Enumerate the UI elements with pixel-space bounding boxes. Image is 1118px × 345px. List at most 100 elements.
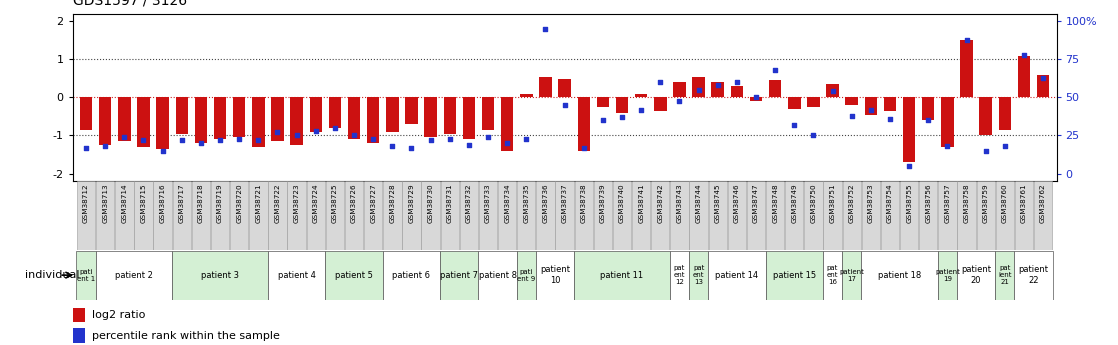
Text: GSM38716: GSM38716 <box>160 183 165 223</box>
Bar <box>425 97 437 137</box>
FancyBboxPatch shape <box>881 181 899 250</box>
Point <box>728 79 746 85</box>
FancyBboxPatch shape <box>364 181 382 250</box>
Point <box>364 136 382 141</box>
Text: GSM38743: GSM38743 <box>676 183 682 223</box>
FancyBboxPatch shape <box>96 181 114 250</box>
Text: GSM38760: GSM38760 <box>1002 183 1007 223</box>
FancyBboxPatch shape <box>689 250 708 300</box>
Point <box>287 133 305 138</box>
Bar <box>348 97 360 139</box>
Text: GSM38719: GSM38719 <box>217 183 224 223</box>
Text: patient
19: patient 19 <box>935 269 960 282</box>
Text: GSM38744: GSM38744 <box>695 183 702 223</box>
FancyBboxPatch shape <box>842 250 861 300</box>
Point <box>881 116 899 121</box>
Point <box>900 163 918 169</box>
FancyBboxPatch shape <box>517 250 536 300</box>
Bar <box>731 86 743 97</box>
Bar <box>578 97 590 151</box>
Bar <box>463 97 475 139</box>
Text: GSM38741: GSM38741 <box>638 183 644 223</box>
Point <box>134 137 152 143</box>
FancyBboxPatch shape <box>785 181 804 250</box>
Point <box>192 140 210 146</box>
Text: pat
ent
12: pat ent 12 <box>674 265 685 285</box>
FancyBboxPatch shape <box>134 181 153 250</box>
Point <box>518 136 536 141</box>
FancyBboxPatch shape <box>976 181 995 250</box>
Text: GSM38750: GSM38750 <box>811 183 816 223</box>
FancyBboxPatch shape <box>402 181 420 250</box>
Text: GSM38747: GSM38747 <box>754 183 759 223</box>
FancyBboxPatch shape <box>938 181 957 250</box>
Text: GSM38755: GSM38755 <box>906 183 912 223</box>
FancyBboxPatch shape <box>804 181 823 250</box>
Bar <box>233 97 246 137</box>
Text: GSM38754: GSM38754 <box>887 183 893 223</box>
Text: GSM38727: GSM38727 <box>370 183 376 223</box>
Bar <box>826 84 838 97</box>
Point <box>862 107 880 112</box>
Point <box>613 115 631 120</box>
Text: patient
22: patient 22 <box>1018 265 1049 285</box>
Text: pati
ent 1: pati ent 1 <box>77 269 95 282</box>
Text: GSM38725: GSM38725 <box>332 183 338 223</box>
Text: percentile rank within the sample: percentile rank within the sample <box>93 331 281 341</box>
Text: patient
17: patient 17 <box>840 269 864 282</box>
Bar <box>769 80 781 97</box>
Text: GSM38717: GSM38717 <box>179 183 184 223</box>
Point <box>383 144 401 149</box>
FancyBboxPatch shape <box>747 181 765 250</box>
FancyBboxPatch shape <box>498 181 517 250</box>
Bar <box>482 97 494 130</box>
FancyBboxPatch shape <box>249 181 267 250</box>
Text: GDS1597 / 3126: GDS1597 / 3126 <box>73 0 187 7</box>
Text: GSM38714: GSM38714 <box>122 183 127 223</box>
Point <box>459 142 477 147</box>
Text: patient 15: patient 15 <box>773 270 816 280</box>
Point <box>537 26 555 32</box>
Bar <box>922 97 935 120</box>
Bar <box>253 97 265 147</box>
FancyBboxPatch shape <box>575 250 670 300</box>
Text: patient 7: patient 7 <box>440 270 479 280</box>
Point <box>996 144 1014 149</box>
Point <box>805 133 823 138</box>
FancyBboxPatch shape <box>191 181 210 250</box>
FancyBboxPatch shape <box>1034 181 1052 250</box>
Point <box>575 145 593 150</box>
FancyBboxPatch shape <box>862 181 880 250</box>
Text: GSM38733: GSM38733 <box>485 183 491 223</box>
Text: GSM38758: GSM38758 <box>964 183 969 223</box>
Point <box>440 136 458 141</box>
Text: GSM38737: GSM38737 <box>561 183 568 223</box>
FancyBboxPatch shape <box>440 181 458 250</box>
Text: GSM38734: GSM38734 <box>504 183 510 223</box>
Text: GSM38718: GSM38718 <box>198 183 203 223</box>
Bar <box>692 77 704 97</box>
Text: GSM38722: GSM38722 <box>275 183 281 223</box>
FancyBboxPatch shape <box>957 250 995 300</box>
Text: GSM38713: GSM38713 <box>102 183 108 223</box>
FancyBboxPatch shape <box>651 181 670 250</box>
Text: GSM38761: GSM38761 <box>1021 183 1027 223</box>
Bar <box>176 97 188 134</box>
FancyBboxPatch shape <box>268 250 325 300</box>
Point <box>824 89 842 94</box>
FancyBboxPatch shape <box>172 181 191 250</box>
Point <box>480 134 498 140</box>
Bar <box>539 77 551 97</box>
FancyBboxPatch shape <box>766 181 785 250</box>
Point <box>326 125 344 131</box>
FancyBboxPatch shape <box>440 250 479 300</box>
FancyBboxPatch shape <box>823 181 842 250</box>
Text: GSM38742: GSM38742 <box>657 183 663 223</box>
FancyBboxPatch shape <box>479 181 498 250</box>
FancyBboxPatch shape <box>556 181 574 250</box>
Text: pati
ent 9: pati ent 9 <box>518 269 536 282</box>
Point <box>690 87 708 92</box>
Point <box>173 137 191 143</box>
FancyBboxPatch shape <box>459 181 479 250</box>
Text: GSM38738: GSM38738 <box>580 183 587 223</box>
